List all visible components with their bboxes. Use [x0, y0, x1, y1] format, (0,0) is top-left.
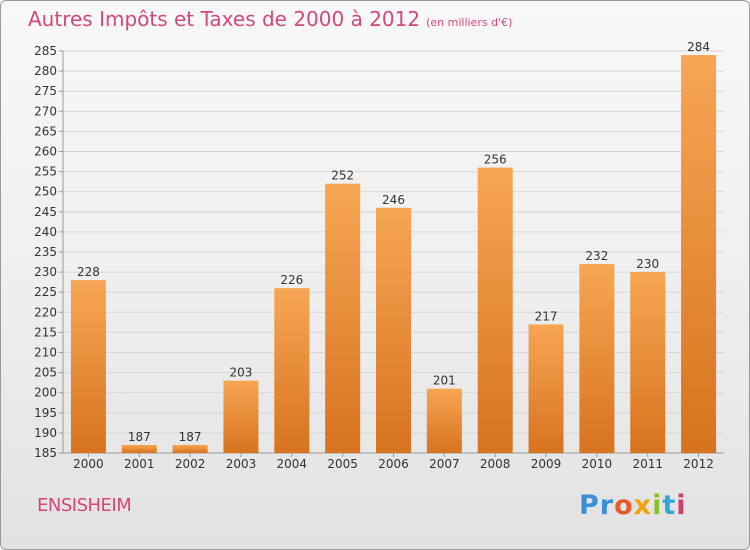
logo-part: i [676, 490, 687, 521]
data-label: 230 [636, 257, 659, 271]
bar [376, 207, 411, 453]
y-tick-label: 250 [34, 185, 57, 199]
x-tick-label: 2009 [531, 457, 562, 471]
data-label: 201 [433, 374, 456, 388]
data-label: 228 [77, 265, 100, 279]
bar [477, 167, 513, 453]
y-tick-label: 230 [34, 265, 57, 279]
data-label: 252 [331, 169, 354, 183]
commune-name: ENSISHEIM [37, 495, 132, 516]
y-tick-label: 220 [34, 305, 57, 319]
y-tick-label: 195 [34, 406, 57, 420]
chart-title-text: Autres Impôts et Taxes de 2000 à 2012 [28, 7, 421, 31]
y-tick-label: 265 [34, 124, 57, 138]
bars [70, 55, 717, 454]
x-tick-label: 2012 [683, 457, 714, 471]
y-tick-label: 205 [34, 366, 57, 380]
x-tick-label: 2001 [124, 457, 155, 471]
y-tick-label: 245 [34, 205, 57, 219]
logo-part: Pr [579, 490, 615, 521]
logo-part: o [614, 490, 634, 521]
bar [223, 380, 259, 453]
logo-part: x [633, 490, 653, 521]
y-tick-label: 210 [34, 346, 57, 360]
bar [681, 55, 717, 454]
x-tick-label: 2000 [73, 457, 104, 471]
x-tick-label: 2002 [175, 457, 206, 471]
data-label: 246 [382, 193, 405, 207]
data-label: 217 [535, 309, 558, 323]
x-tick-label: 2010 [582, 457, 613, 471]
x-tick-label: 2007 [429, 457, 460, 471]
y-tick-label: 215 [34, 325, 57, 339]
chart-title-unit: (en milliers d'€) [426, 16, 513, 29]
data-label: 187 [179, 430, 202, 444]
bar [172, 444, 208, 453]
y-tick-label: 255 [34, 165, 57, 179]
data-label: 284 [687, 40, 710, 54]
y-tick-label: 285 [34, 44, 57, 58]
y-tick-label: 260 [34, 145, 57, 159]
bar [70, 280, 106, 453]
bar [579, 264, 615, 453]
x-tick-label: 2006 [378, 457, 409, 471]
bar [630, 272, 666, 453]
chart-title: Autres Impôts et Taxes de 2000 à 2012 (en… [28, 7, 512, 31]
proxiti-logo: Proxiti [579, 490, 687, 521]
y-tick-label: 275 [34, 84, 57, 98]
y-tick-label: 280 [34, 64, 57, 78]
y-tick-label: 270 [34, 104, 57, 118]
data-label: 232 [585, 249, 608, 263]
y-tick-label: 240 [34, 225, 57, 239]
bar [426, 388, 462, 453]
y-tick-label: 185 [34, 446, 57, 460]
y-tick-label: 190 [34, 426, 57, 440]
logo-part: i [652, 490, 663, 521]
x-tick-label: 2004 [277, 457, 308, 471]
y-tick-label: 225 [34, 285, 57, 299]
x-tick-label: 2005 [327, 457, 358, 471]
data-label: 187 [128, 430, 151, 444]
x-tick-label: 2011 [632, 457, 663, 471]
data-label: 256 [484, 153, 507, 167]
bar [274, 288, 310, 453]
data-label: 226 [280, 273, 303, 287]
logo-part: t [662, 490, 677, 521]
bar [121, 444, 157, 453]
y-tick-label: 200 [34, 386, 57, 400]
labels: 185 190 195 200 205 210 215 220 225 230 235 240 245 2… [34, 40, 714, 471]
data-label: 203 [230, 366, 253, 380]
bar [528, 324, 564, 453]
y-tick-label: 235 [34, 245, 57, 259]
x-tick-label: 2003 [226, 457, 257, 471]
bar [325, 183, 361, 453]
x-tick-label: 2008 [480, 457, 511, 471]
